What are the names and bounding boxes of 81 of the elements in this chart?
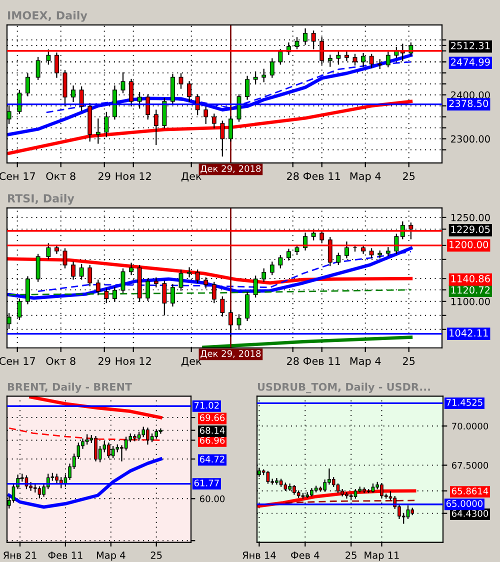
candlestick bbox=[253, 276, 258, 298]
candlestick bbox=[369, 54, 374, 68]
x-tick-label: Мар 4 bbox=[350, 172, 381, 182]
candlestick bbox=[336, 252, 341, 266]
candlestick bbox=[320, 230, 324, 244]
candlestick bbox=[344, 51, 349, 62]
ref-line-label: 71.02 bbox=[194, 402, 219, 409]
y-tick-label: 70.0000 bbox=[452, 422, 488, 430]
ref-line-label: Дек 29, 2018 bbox=[200, 165, 261, 174]
y-tick-label: 65.8614 bbox=[452, 488, 488, 494]
x-tick-label: Фев 11 bbox=[48, 552, 82, 559]
line-series bbox=[7, 246, 413, 300]
y-tick-label: 66.96 bbox=[200, 436, 225, 444]
x-tick-label: Мар 4 bbox=[96, 552, 126, 561]
x-tick-label: Мар 11 bbox=[364, 552, 399, 561]
y-tick-label: 2474.99 bbox=[451, 58, 490, 66]
y-tick-label: 1120.72 bbox=[451, 286, 490, 294]
ref-line-label: 1042.11 bbox=[450, 329, 488, 337]
candlestick bbox=[46, 243, 51, 260]
chart-title: RTSI, Daily bbox=[8, 194, 74, 205]
y-tick-label: 1250.00 bbox=[451, 214, 490, 222]
x-tick-label: Окт 8 bbox=[46, 357, 76, 365]
candlestick bbox=[386, 52, 390, 68]
ref-line-label: 2378.50 bbox=[449, 100, 488, 108]
x-tick-label: Дек bbox=[181, 357, 202, 366]
candlestick bbox=[344, 242, 349, 258]
x-tick-label: Фев 4 bbox=[291, 552, 320, 559]
x-tick-label: 28 bbox=[286, 357, 299, 365]
y-tick-label: 69.66 bbox=[200, 414, 225, 422]
line-series bbox=[7, 257, 413, 285]
candlestick bbox=[94, 436, 98, 462]
x-tick-label: Окт 8 bbox=[46, 172, 76, 180]
x-tick-label: Янв 21 bbox=[3, 552, 36, 559]
x-tick-label: 28 bbox=[286, 172, 299, 180]
x-tick-label: 25 bbox=[402, 172, 415, 180]
x-tick-label: Дек bbox=[181, 172, 202, 182]
x-tick-label: Янв 14 bbox=[242, 552, 276, 559]
chart-title: USDRUB_TOM, Daily - USDR... bbox=[258, 382, 430, 394]
line-series bbox=[7, 100, 413, 155]
ref-line-label: 65.0000 bbox=[446, 500, 483, 508]
x-tick-label: Фев 11 bbox=[303, 357, 340, 365]
candlestick bbox=[270, 262, 274, 276]
y-tick-label: 2300.00 bbox=[451, 135, 490, 143]
x-tick-label: Ноя 12 bbox=[116, 172, 151, 180]
line-series bbox=[29, 396, 162, 420]
x-tick-label: 29 bbox=[98, 357, 110, 365]
y-tick-label: 2400.00 bbox=[451, 91, 490, 99]
y-tick-label: 1140.86 bbox=[451, 275, 490, 282]
line-series bbox=[8, 427, 162, 441]
y-tick-label: 64.72 bbox=[200, 456, 224, 463]
candlestick bbox=[311, 230, 316, 240]
candlestick bbox=[266, 470, 270, 484]
candlestick bbox=[170, 284, 175, 306]
x-tick-label: 25 bbox=[402, 357, 415, 365]
x-tick-label: 25 bbox=[346, 552, 356, 559]
y-tick-label: 1229.05 bbox=[451, 226, 490, 234]
x-tick-label: 25 bbox=[150, 552, 162, 559]
y-tick-label: 67.5000 bbox=[452, 462, 488, 469]
candlestick bbox=[228, 116, 233, 142]
ref-line-label: 71.4525 bbox=[446, 399, 482, 406]
ref-line-label: 61.77 bbox=[194, 480, 219, 486]
y-tick-label: 2512.31 bbox=[451, 42, 490, 50]
candlestick bbox=[394, 234, 399, 254]
candlestick bbox=[112, 286, 117, 302]
x-tick-label: 29 bbox=[98, 172, 110, 180]
x-tick-label: Мар 4 bbox=[350, 357, 381, 367]
chart-title: IMOEX, Daily bbox=[8, 10, 88, 22]
x-tick-label: Фев 11 bbox=[303, 172, 340, 180]
ref-line-label: Дек 29, 2018 bbox=[200, 350, 261, 358]
y-tick-label: 64.4300 bbox=[452, 510, 488, 517]
candlestick bbox=[228, 310, 233, 337]
candlestick bbox=[406, 505, 410, 520]
y-tick-label: 68.14 bbox=[200, 427, 225, 434]
ref-line-label: 1200.00 bbox=[450, 240, 488, 248]
candlestick bbox=[311, 30, 316, 50]
chart-title: BRENT, Daily - BRENT bbox=[8, 382, 132, 393]
x-tick-label: Ноя 12 bbox=[116, 357, 151, 365]
candlestick bbox=[142, 426, 146, 438]
y-tick-label: 1100.00 bbox=[451, 298, 490, 306]
y-tick-label: 60.00 bbox=[200, 495, 225, 502]
candlestick bbox=[253, 71, 258, 84]
